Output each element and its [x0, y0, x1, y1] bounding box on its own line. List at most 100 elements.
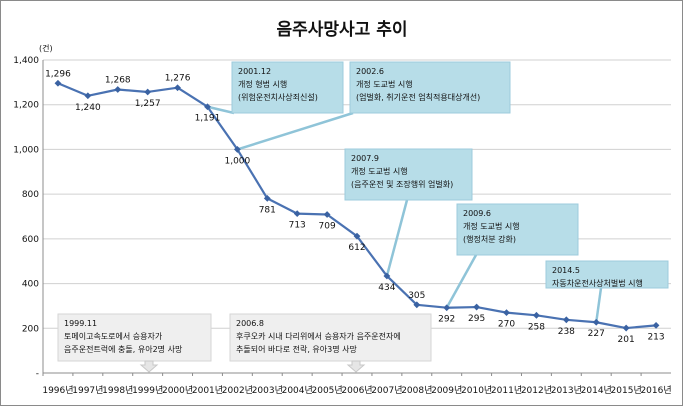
callout-rect [349, 61, 511, 114]
data-label: 238 [558, 327, 575, 337]
data-label: 295 [468, 314, 485, 324]
data-point-marker [144, 88, 152, 96]
data-label: 709 [319, 221, 336, 231]
y-tick-label: 1,200 [13, 101, 39, 111]
callout-box: 2001.12 개정 형법 시행 (위험운전치사상죄신설) [231, 61, 344, 114]
data-label: 213 [647, 332, 664, 342]
y-tick-label: 1,000 [13, 145, 39, 155]
x-tick-label: 1999년 [132, 385, 163, 396]
x-tick-label: 2001년 [192, 385, 223, 396]
series-line [54, 79, 660, 332]
data-label: 1,296 [45, 69, 71, 79]
x-tick-label: 2005년 [312, 385, 343, 396]
data-label: 1,257 [135, 99, 161, 109]
x-tick-label: 1996년 [42, 385, 73, 396]
data-point-marker [233, 146, 241, 153]
callout-text: 자동차운전사상처벌법 시행 [552, 278, 643, 288]
callout-text: 2009.6 [463, 209, 491, 218]
x-tick-label: 2002년 [222, 385, 253, 396]
callout-text: (위험운전치사상죄신설) [238, 92, 318, 102]
data-label: 781 [259, 205, 276, 215]
callout-leaders [207, 105, 603, 323]
callout-text: (엄벌화, 취기운전 엄칙적용대상개선) [356, 92, 480, 102]
callout-box: 2002.6 개정 도교법 시행 (엄벌화, 취기운전 엄칙적용대상개선) [349, 61, 511, 114]
note-rect [229, 313, 432, 362]
data-point-marker [383, 272, 391, 280]
callout-text: (행정처분 강화) [463, 234, 516, 244]
callout-rect [344, 148, 473, 201]
x-tick-label: 1997년 [72, 385, 103, 396]
y-axis: - 200 400 600 800 1,000 1,200 1,400 [13, 56, 44, 379]
y-tick-label: 800 [22, 190, 39, 200]
x-tick-label: 2015년 [611, 385, 642, 396]
data-point-marker [204, 103, 211, 111]
callouts: 2001.12 개정 형법 시행 (위험운전치사상죄신설) 2002.6 개정 도교법 … [231, 61, 669, 289]
data-label: 1,191 [195, 114, 221, 124]
x-tick-label: 2000년 [162, 385, 193, 396]
data-label: 1,000 [224, 156, 250, 166]
x-tick-label: 2012년 [521, 385, 552, 396]
note-text: 추돌되어 바다로 전락, 유아3명 사망 [236, 344, 357, 354]
callout-text: 2002.6 [356, 67, 384, 76]
data-point-marker [293, 210, 301, 217]
callout-rect [456, 203, 579, 256]
data-point-marker [263, 194, 271, 202]
y-unit-label: (건) [39, 43, 53, 53]
y-tick-label: 1,400 [13, 56, 39, 66]
note-rect [57, 313, 212, 362]
callout-text: 2007.9 [351, 154, 379, 163]
callout-box: 2007.9 개정 도교법 시행 (음주운전 및 조장행위 엄벌화) [344, 148, 473, 201]
data-point-marker [622, 324, 630, 332]
data-label: 227 [588, 329, 605, 339]
data-labels: 1,296 1,240 1,268 1,257 1,276 1,191 1,000 781 71… [45, 69, 665, 345]
x-tick-label: 2008년 [401, 385, 432, 396]
x-tick-label: 2007년 [371, 385, 402, 396]
x-axis: 1996년1997년1998년1999년2000년2001년2002년2003년… [42, 373, 672, 396]
callout-text: (음주운전 및 조장행위 엄벌화) [351, 179, 453, 189]
data-label: 1,240 [75, 103, 101, 113]
x-tick-label: 2004년 [282, 385, 313, 396]
data-point-marker [54, 79, 62, 87]
note-text: 1999.11 [64, 319, 97, 328]
data-label: 1,268 [105, 76, 131, 86]
data-point-marker [533, 311, 540, 319]
data-point-marker [84, 92, 92, 100]
x-tick-label: 2009년 [431, 385, 462, 396]
callout-leader-line [385, 199, 409, 277]
note-text: 2006.8 [236, 319, 264, 328]
data-label: 201 [618, 335, 635, 345]
data-label: 258 [528, 322, 545, 332]
data-point-marker [114, 86, 122, 93]
callout-rect [231, 61, 344, 114]
data-point-marker [562, 316, 570, 324]
data-label: 305 [408, 291, 425, 301]
x-tick-label: 2014년 [581, 385, 612, 396]
callout-text: 개정 형법 시행 [238, 79, 287, 89]
callout-text: 개정 도교법 시행 [356, 79, 413, 89]
x-tick-label: 2013년 [551, 385, 582, 396]
callout-text: 개정 도교법 시행 [463, 221, 520, 231]
chart-title: 음주사망사고 추이 [276, 20, 407, 40]
data-point-marker [443, 304, 451, 312]
data-point-marker [323, 211, 331, 218]
down-arrow-icon [139, 360, 159, 373]
data-label: 612 [348, 243, 365, 253]
data-point-marker [652, 321, 660, 329]
x-tick-label: 2016년 [640, 385, 671, 396]
data-point-marker [473, 303, 481, 311]
note-text: 토메이고속도로에서 승용자가 [64, 331, 163, 341]
y-tick-label: 400 [22, 280, 39, 290]
data-label: 434 [378, 283, 395, 293]
y-tick-label: 600 [22, 235, 39, 245]
x-tick-label: 2006년 [341, 385, 372, 396]
data-label: 270 [498, 320, 515, 330]
data-point-marker [174, 84, 181, 92]
callout-box: 2009.6 개정 도교법 시행 (행정처분 강화) [456, 203, 579, 256]
data-point-marker [503, 309, 510, 317]
callout-leader-line [445, 254, 478, 309]
y-tick-label: 200 [22, 324, 39, 334]
note-text: 후쿠오카 시내 다리위에서 승용자가 음주운전자에 [236, 331, 401, 341]
